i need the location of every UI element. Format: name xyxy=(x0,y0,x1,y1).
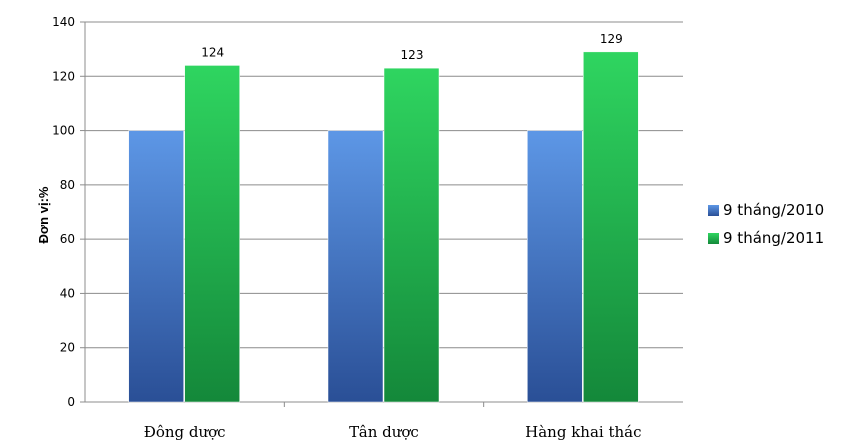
y-axis-label: Đơn vị:% xyxy=(36,186,51,243)
bar-2011-2 xyxy=(583,51,639,403)
y-tick-label: 100 xyxy=(52,124,75,138)
x-category-label: Tân dược xyxy=(349,423,419,441)
x-category-label: Hàng khai thác xyxy=(525,423,641,441)
y-tick-label: 120 xyxy=(52,69,75,83)
plot-area: 0 20 40 60 80 100 120 140 124 Đông dược 123 Tân dượ… xyxy=(52,15,683,441)
y-tick-label: 60 xyxy=(60,232,75,246)
data-label: 129 xyxy=(600,32,623,46)
data-label: 124 xyxy=(201,45,224,59)
x-category-label: Đông dược xyxy=(144,423,226,441)
bar-2010-0 xyxy=(128,130,184,403)
legend: 9 tháng/2010 9 tháng/2011 xyxy=(708,201,824,247)
y-tick-label: 20 xyxy=(60,341,75,355)
y-tick-label: 140 xyxy=(52,15,75,29)
y-tick-label: 40 xyxy=(60,286,75,300)
legend-swatch xyxy=(708,205,719,216)
legend-label: 9 tháng/2011 xyxy=(723,229,824,247)
bar-2010-2 xyxy=(527,130,583,403)
bar-2010-1 xyxy=(327,130,384,403)
legend-label: 9 tháng/2010 xyxy=(723,201,824,219)
bar-2011-0 xyxy=(184,65,240,403)
y-tick-label: 80 xyxy=(60,178,75,192)
bar-2011-1 xyxy=(383,67,440,403)
data-label: 123 xyxy=(401,48,424,62)
legend-swatch xyxy=(708,233,719,244)
y-tick-label: 0 xyxy=(67,395,75,409)
